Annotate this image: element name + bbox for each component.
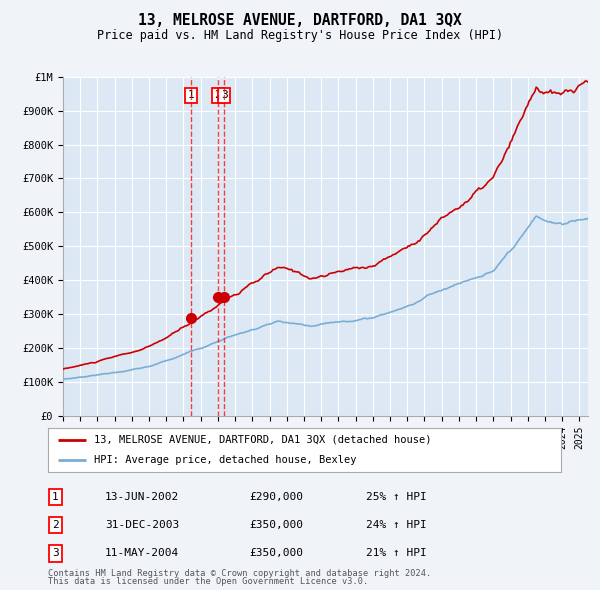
Text: 2: 2 bbox=[52, 520, 59, 530]
Text: £290,000: £290,000 bbox=[249, 492, 303, 502]
Text: 25% ↑ HPI: 25% ↑ HPI bbox=[366, 492, 427, 502]
Text: 11-MAY-2004: 11-MAY-2004 bbox=[105, 549, 179, 558]
Text: 31-DEC-2003: 31-DEC-2003 bbox=[105, 520, 179, 530]
Text: 13, MELROSE AVENUE, DARTFORD, DA1 3QX (detached house): 13, MELROSE AVENUE, DARTFORD, DA1 3QX (d… bbox=[94, 435, 431, 445]
Text: £350,000: £350,000 bbox=[249, 520, 303, 530]
Text: 1: 1 bbox=[188, 90, 194, 100]
Text: 1: 1 bbox=[52, 492, 59, 502]
Text: 13-JUN-2002: 13-JUN-2002 bbox=[105, 492, 179, 502]
Text: £350,000: £350,000 bbox=[249, 549, 303, 558]
Text: Price paid vs. HM Land Registry's House Price Index (HPI): Price paid vs. HM Land Registry's House … bbox=[97, 30, 503, 42]
Text: 3: 3 bbox=[221, 90, 227, 100]
Text: 13, MELROSE AVENUE, DARTFORD, DA1 3QX: 13, MELROSE AVENUE, DARTFORD, DA1 3QX bbox=[138, 13, 462, 28]
Text: HPI: Average price, detached house, Bexley: HPI: Average price, detached house, Bexl… bbox=[94, 455, 356, 465]
Text: Contains HM Land Registry data © Crown copyright and database right 2024.: Contains HM Land Registry data © Crown c… bbox=[48, 569, 431, 578]
Text: This data is licensed under the Open Government Licence v3.0.: This data is licensed under the Open Gov… bbox=[48, 578, 368, 586]
Text: 2: 2 bbox=[214, 90, 221, 100]
Text: 24% ↑ HPI: 24% ↑ HPI bbox=[366, 520, 427, 530]
Text: 21% ↑ HPI: 21% ↑ HPI bbox=[366, 549, 427, 558]
Text: 3: 3 bbox=[52, 549, 59, 558]
